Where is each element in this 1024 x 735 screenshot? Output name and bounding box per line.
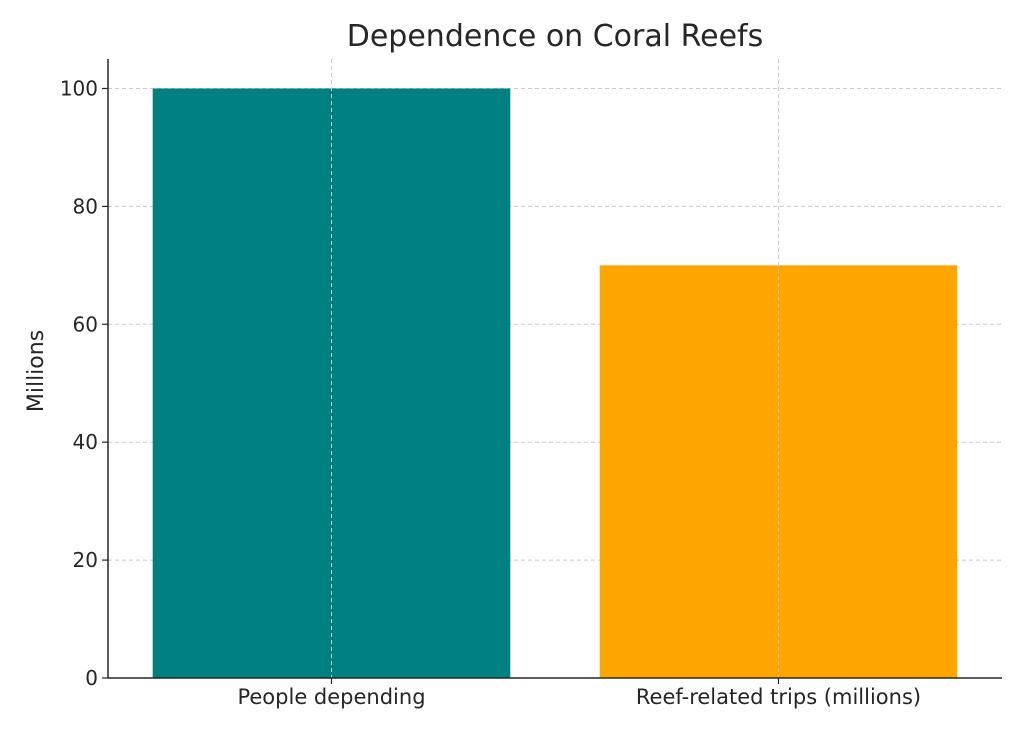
y-ticks: 0 20 40 60 80 100: [60, 76, 108, 690]
y-tick-label: 60: [73, 312, 98, 336]
y-tick-label: 40: [73, 430, 98, 454]
y-axis-label: Millions: [24, 330, 49, 412]
y-tick-label: 100: [60, 76, 98, 100]
y-tick-label: 80: [73, 194, 98, 218]
axes: [107, 59, 1002, 679]
x-tick-label: People depending: [237, 685, 425, 709]
bars: [152, 88, 958, 678]
x-ticks: People depending Reef-related trips (mill…: [237, 678, 921, 709]
vertical-grid: [331, 59, 779, 678]
y-tick-label: 20: [73, 548, 98, 572]
y-tick-label: 0: [85, 666, 98, 690]
x-tick-label: Reef-related trips (millions): [636, 685, 921, 709]
chart-title: Dependence on Coral Reefs: [347, 19, 763, 54]
